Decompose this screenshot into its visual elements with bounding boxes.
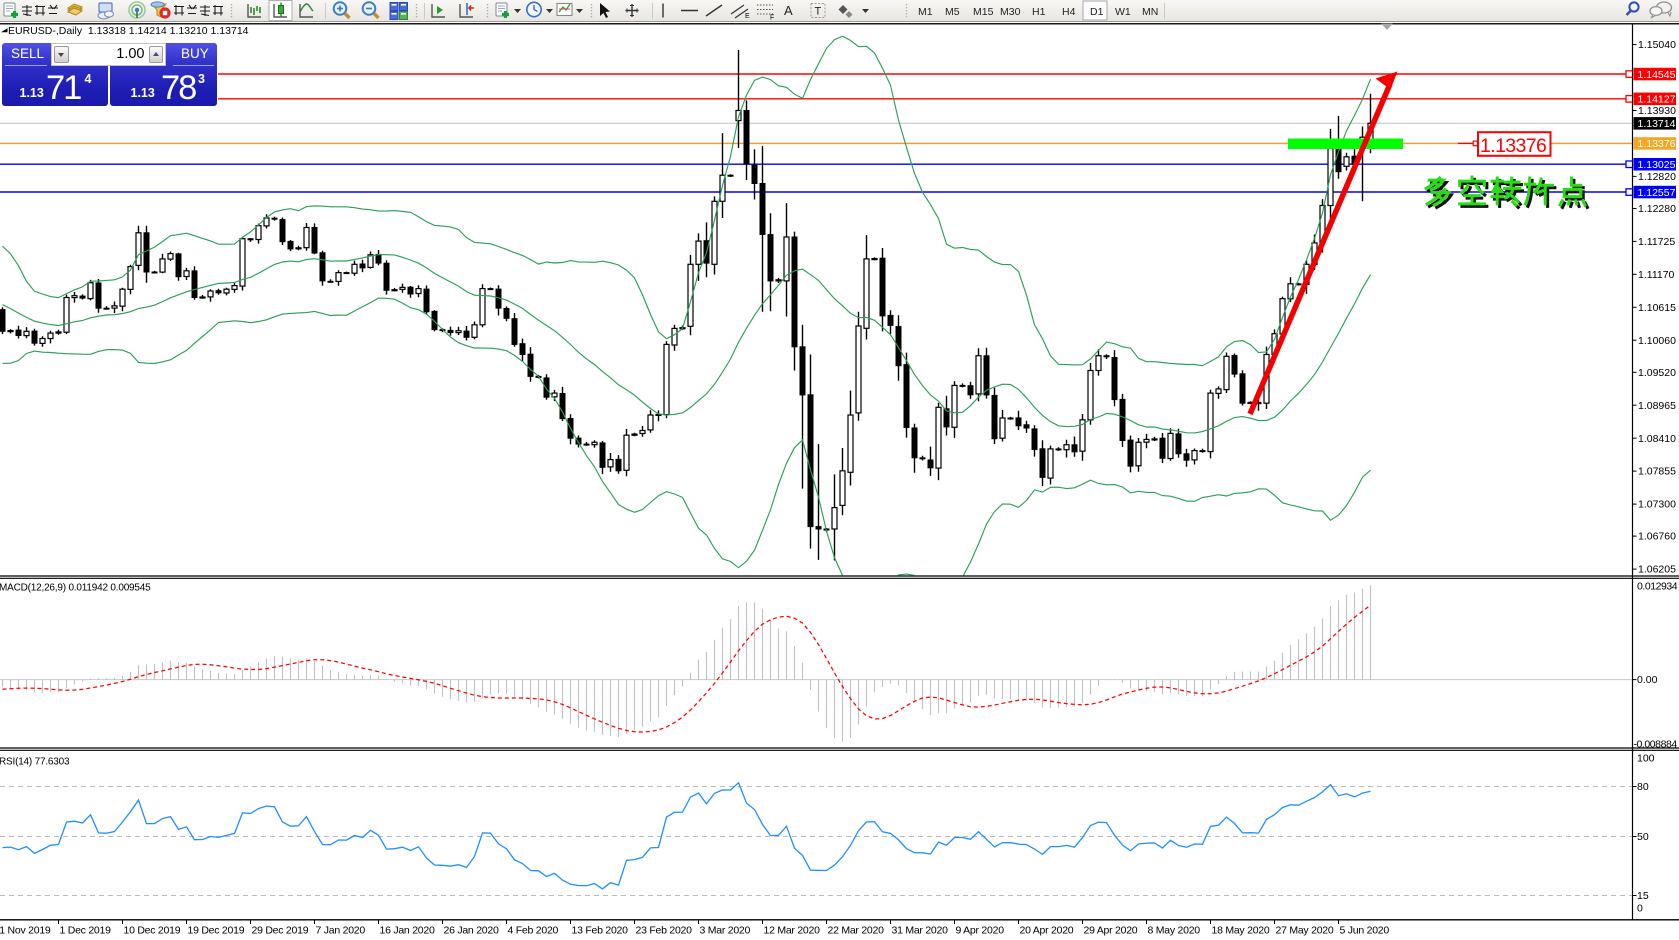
svg-text:0.012934: 0.012934: [1637, 581, 1678, 593]
svg-text:T: T: [815, 6, 822, 18]
svg-text:18 May 2020: 18 May 2020: [1212, 925, 1270, 937]
svg-text:16 Jan 2020: 16 Jan 2020: [380, 925, 435, 937]
svg-text:-0.008884: -0.008884: [1634, 739, 1678, 751]
svg-text:26 Jan 2020: 26 Jan 2020: [444, 925, 499, 937]
svg-text:H1: H1: [1032, 6, 1046, 18]
svg-text:0: 0: [1637, 903, 1643, 915]
svg-text:RSI(14) 77.6303: RSI(14) 77.6303: [0, 757, 70, 768]
svg-text:80: 80: [1637, 781, 1649, 793]
svg-text:W1: W1: [1115, 6, 1131, 18]
svg-text:1.12820: 1.12820: [1638, 171, 1676, 183]
svg-text:E: E: [745, 13, 750, 20]
svg-text:20 Apr 2020: 20 Apr 2020: [1020, 925, 1074, 937]
svg-text:1.10060: 1.10060: [1638, 335, 1676, 347]
svg-text:5 Jun 2020: 5 Jun 2020: [1340, 925, 1390, 937]
svg-text:1.10615: 1.10615: [1638, 302, 1676, 314]
svg-text:1.06760: 1.06760: [1638, 531, 1676, 543]
svg-text:M5: M5: [945, 6, 960, 18]
svg-text:1.14127: 1.14127: [1638, 94, 1676, 106]
svg-text:1.08965: 1.08965: [1638, 400, 1676, 412]
svg-text:1.13376: 1.13376: [1480, 135, 1546, 157]
svg-text:0.00: 0.00: [1637, 674, 1658, 686]
svg-text:29 Apr 2020: 29 Apr 2020: [1084, 925, 1138, 937]
svg-text:H4: H4: [1062, 6, 1076, 18]
svg-text:MACD(12,26,9) 0.011942 0.00954: MACD(12,26,9) 0.011942 0.009545: [0, 583, 151, 594]
svg-text:50: 50: [1637, 831, 1649, 843]
svg-text:1.13376: 1.13376: [1638, 138, 1676, 150]
svg-text:1.14545: 1.14545: [1638, 69, 1676, 81]
svg-text:F: F: [770, 15, 774, 22]
svg-text:M15: M15: [973, 6, 994, 18]
svg-text:27 May 2020: 27 May 2020: [1276, 925, 1334, 937]
svg-text:1.13025: 1.13025: [1638, 159, 1676, 171]
svg-text:100: 100: [1637, 753, 1655, 765]
svg-text:1.06205: 1.06205: [1638, 564, 1676, 576]
svg-text:1.15040: 1.15040: [1638, 39, 1676, 51]
svg-text:1.07300: 1.07300: [1638, 499, 1676, 511]
svg-text:1.13930: 1.13930: [1638, 105, 1676, 117]
svg-text:1.13714: 1.13714: [1638, 118, 1676, 130]
svg-text:15: 15: [1637, 890, 1649, 902]
svg-text:12 Mar 2020: 12 Mar 2020: [764, 925, 821, 937]
svg-text:M30: M30: [1000, 6, 1021, 18]
svg-text:1 Dec 2019: 1 Dec 2019: [60, 925, 112, 937]
svg-text:4 Feb 2020: 4 Feb 2020: [508, 925, 559, 937]
svg-text:1.11725: 1.11725: [1638, 236, 1675, 248]
svg-text:1.09520: 1.09520: [1638, 367, 1676, 379]
svg-text:M1: M1: [918, 6, 933, 18]
svg-text:1.11170: 1.11170: [1638, 269, 1675, 281]
svg-text:1.08410: 1.08410: [1638, 433, 1676, 445]
svg-text:19 Dec 2019: 19 Dec 2019: [188, 925, 245, 937]
svg-text:D1: D1: [1090, 6, 1104, 18]
svg-text:22 Mar 2020: 22 Mar 2020: [828, 925, 885, 937]
svg-text:29 Dec 2019: 29 Dec 2019: [252, 925, 309, 937]
svg-text:1.07855: 1.07855: [1638, 466, 1676, 478]
svg-text:31 Mar 2020: 31 Mar 2020: [892, 925, 949, 937]
svg-text:21 Nov 2019: 21 Nov 2019: [0, 925, 51, 937]
svg-text:8 May 2020: 8 May 2020: [1148, 925, 1201, 937]
svg-text:9 Apr 2020: 9 Apr 2020: [956, 925, 1005, 937]
svg-text:3 Mar 2020: 3 Mar 2020: [700, 925, 751, 937]
svg-text:MN: MN: [1142, 6, 1158, 18]
svg-text:13 Feb 2020: 13 Feb 2020: [572, 925, 629, 937]
svg-text:1.12280: 1.12280: [1638, 203, 1676, 215]
svg-text:1.12557: 1.12557: [1638, 187, 1676, 199]
svg-text:A: A: [784, 3, 793, 18]
svg-text:23 Feb 2020: 23 Feb 2020: [636, 925, 693, 937]
svg-text:7 Jan 2020: 7 Jan 2020: [316, 925, 366, 937]
svg-text:10 Dec 2019: 10 Dec 2019: [124, 925, 181, 937]
